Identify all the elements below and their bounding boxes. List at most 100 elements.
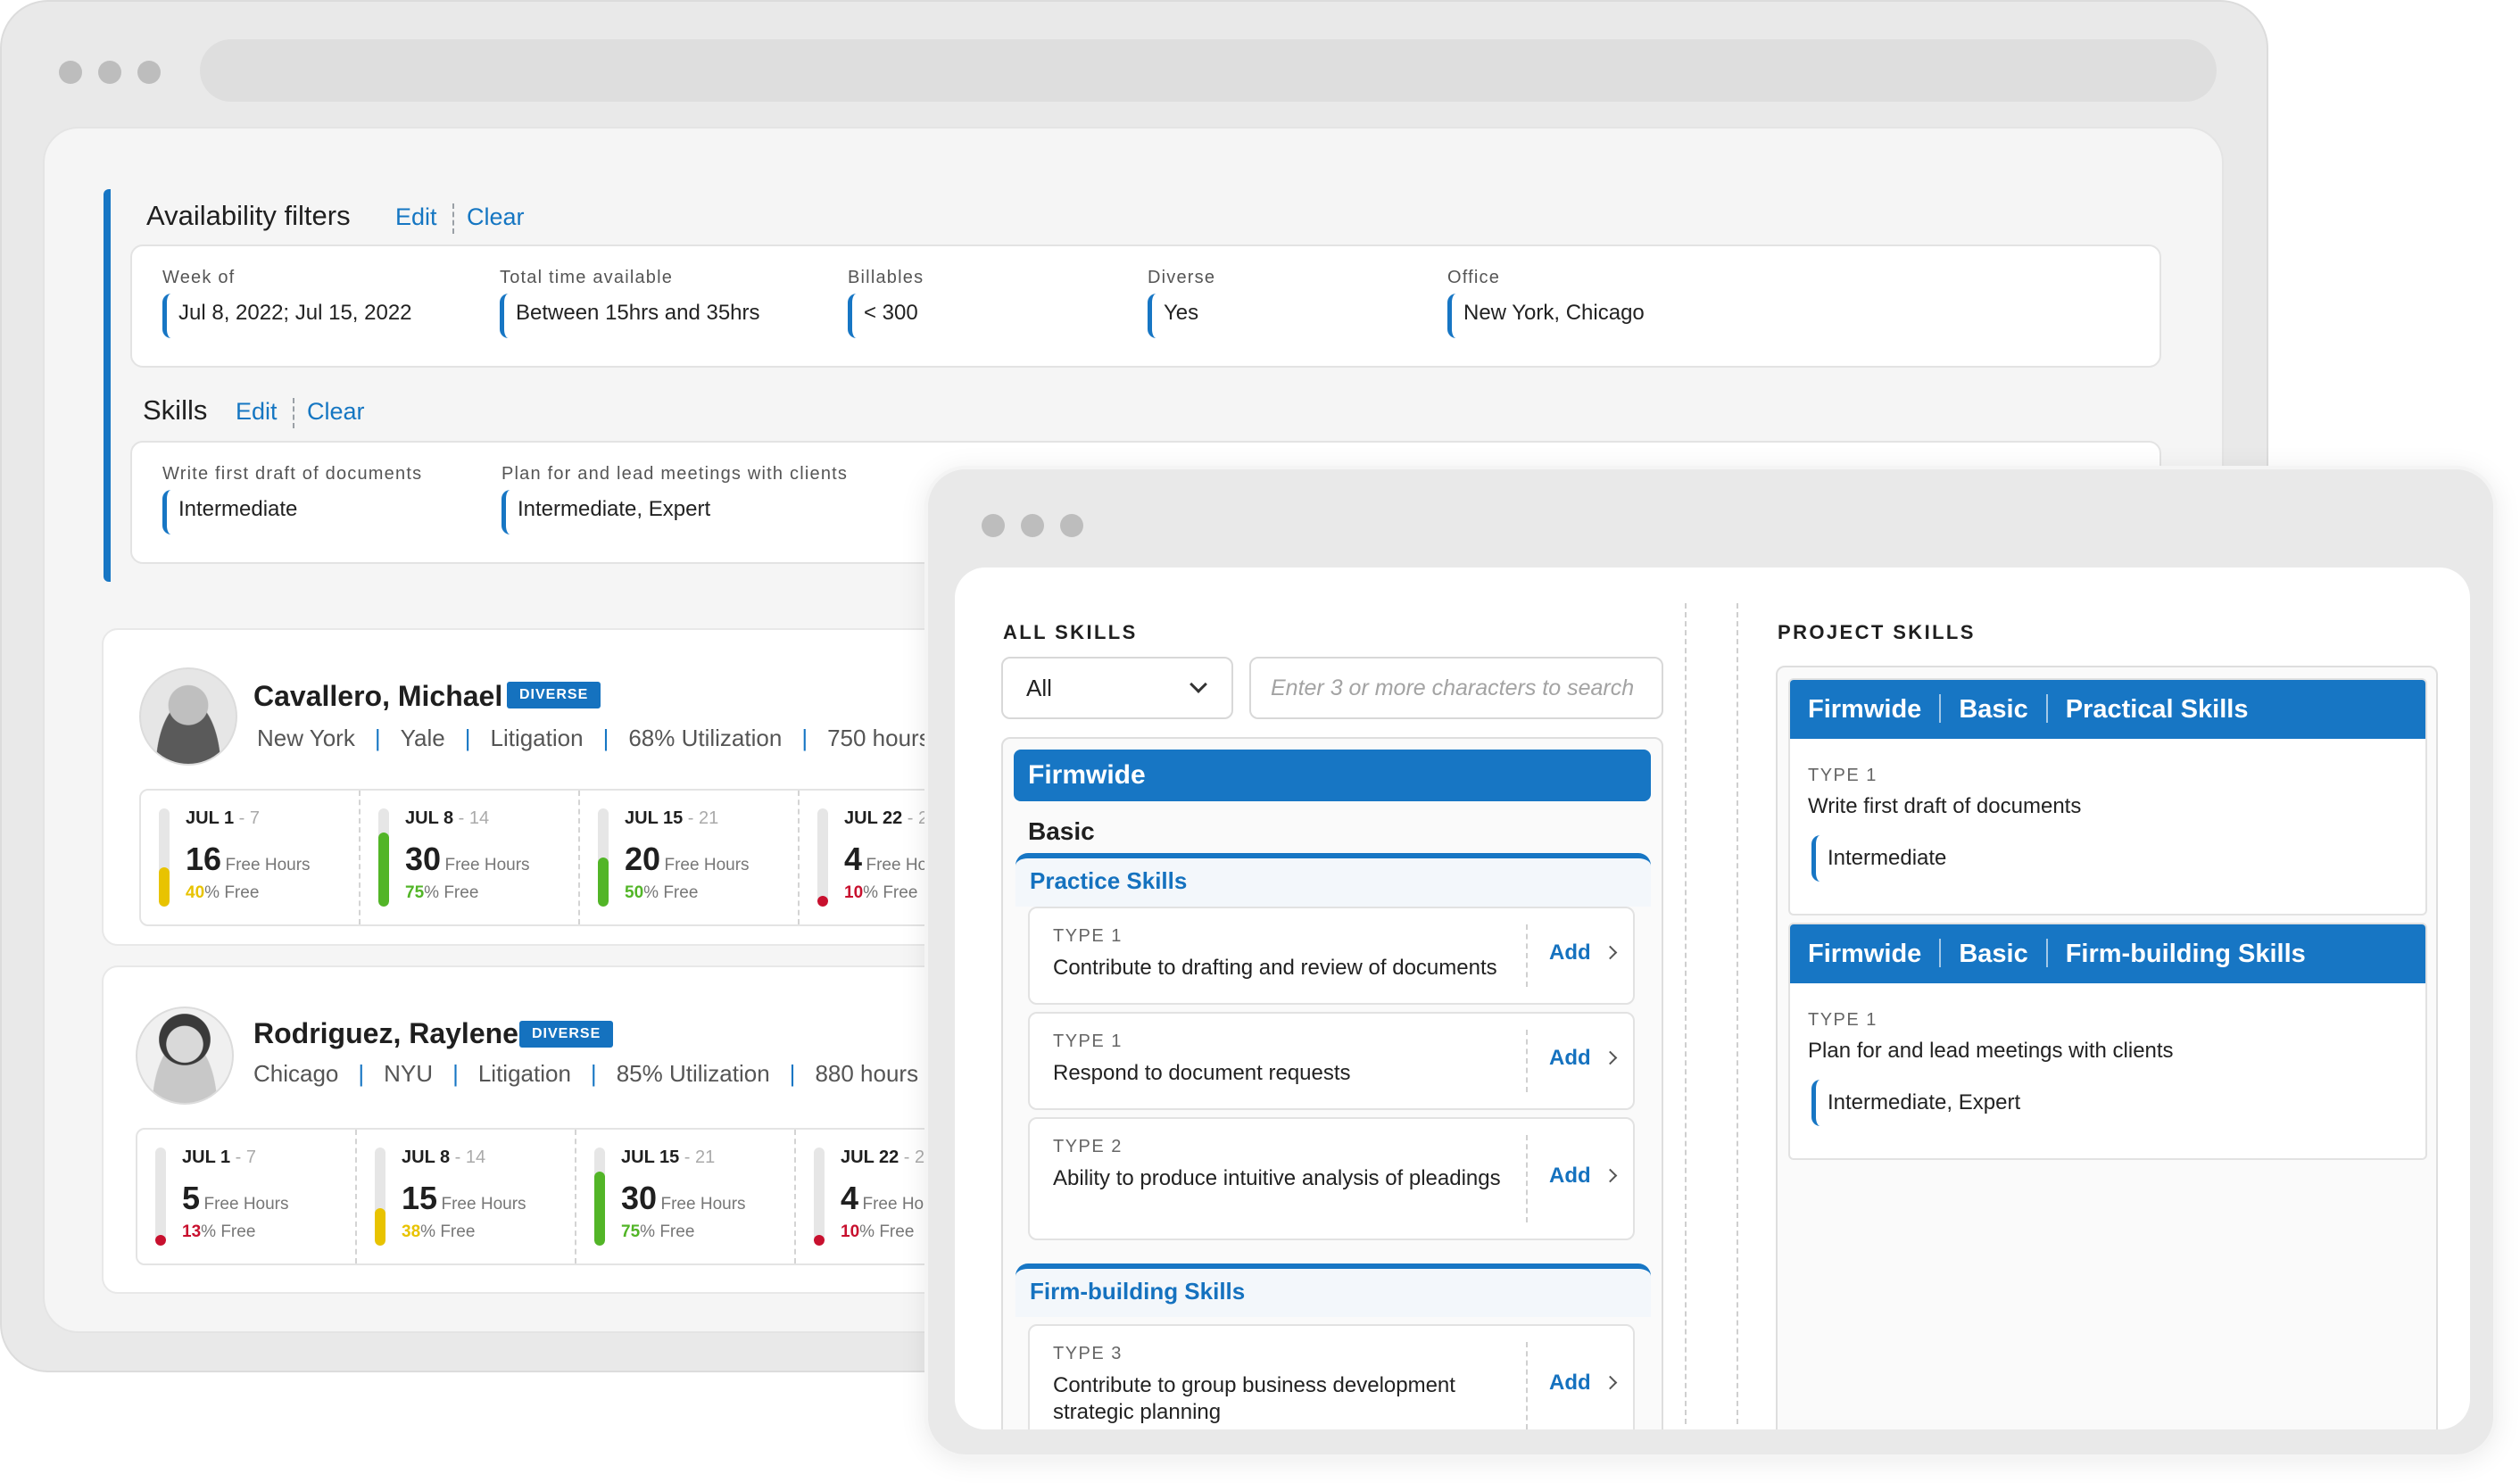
- skill-level: Basic: [1959, 695, 2028, 724]
- group-header-practice-skills[interactable]: Practice Skills: [1015, 853, 1651, 907]
- skills-panel: ALL SKILLS All Firmwide Basic Practice S…: [955, 568, 2470, 1429]
- project-skills-heading: PROJECT SKILLS: [1778, 621, 1976, 643]
- free-percent: 13% Free: [182, 1222, 255, 1242]
- add-skill-button[interactable]: Add: [1549, 1046, 1617, 1071]
- project-skill-card[interactable]: Firmwide Basic Practical Skills TYPE 1 Wri…: [1788, 678, 2427, 915]
- free-hours: 5 Free Hours: [182, 1180, 289, 1217]
- free-hours-label: Free Hou: [866, 856, 937, 874]
- all-skills-heading: ALL SKILLS: [1003, 621, 1138, 643]
- skill-category: Firmwide: [1808, 695, 1922, 724]
- person-school: Yale: [400, 725, 445, 751]
- skills-clear-link[interactable]: Clear: [307, 398, 365, 425]
- group-header-firm-building-skills[interactable]: Firm-building Skills: [1015, 1263, 1651, 1317]
- skill-filter-item: Write first draft of documents Intermedi…: [162, 464, 422, 534]
- free-hours-value: 5: [182, 1180, 201, 1216]
- window-dot-icon[interactable]: [1060, 514, 1083, 537]
- week-start: JUL 22: [844, 808, 903, 828]
- skill-type: TYPE 1: [1808, 1010, 1878, 1030]
- free-percent: 10% Free: [844, 883, 917, 903]
- free-percent-label: % Free: [201, 1222, 256, 1241]
- row-divider: [1526, 1342, 1528, 1429]
- week-cell[interactable]: JUL 8 - 14 15 Free Hours 38% Free: [357, 1130, 576, 1263]
- week-cell[interactable]: JUL 1 - 7 5 Free Hours 13% Free: [137, 1130, 357, 1263]
- week-cell[interactable]: JUL 1 - 7 16 Free Hours 40% Free: [141, 791, 361, 924]
- free-percent-label: % Free: [640, 1222, 695, 1241]
- skill-row: TYPE 1 Contribute to drafting and review…: [1028, 907, 1635, 1005]
- person-practice: Litigation: [477, 1060, 571, 1087]
- skill-text: Contribute to group business development…: [1053, 1373, 1455, 1424]
- filter-value: Between 15hrs and 35hrs: [500, 294, 760, 338]
- week-start: JUL 15: [621, 1147, 680, 1167]
- person-card[interactable]: Rodriguez, Raylene DIVERSE Chicago | NYU | L…: [102, 965, 994, 1294]
- availability-edit-link[interactable]: Edit: [395, 203, 437, 230]
- free-hours-value: 4: [841, 1180, 859, 1216]
- week-cell[interactable]: JUL 15 - 21 20 Free Hours 50% Free: [580, 791, 800, 924]
- select-value: All: [1026, 675, 1052, 701]
- skills-category-select[interactable]: All: [1001, 657, 1233, 719]
- weekly-availability: JUL 1 - 7 5 Free Hours 13% Free JUL 8 - …: [136, 1128, 992, 1265]
- address-bar[interactable]: [200, 39, 2217, 102]
- window-dot-icon[interactable]: [1021, 514, 1044, 537]
- availability-fill: [159, 867, 170, 907]
- row-divider: [1526, 924, 1528, 987]
- availability-fill: [375, 1208, 385, 1246]
- window-dot-icon[interactable]: [137, 61, 161, 84]
- weekly-availability: JUL 1 - 7 16 Free Hours 40% Free JUL 8 -…: [139, 789, 992, 926]
- skill-proficiency: Intermediate: [1811, 835, 1946, 882]
- person-hours: 880 hours: [815, 1060, 919, 1087]
- availability-fill: [378, 833, 389, 907]
- person-card[interactable]: Cavallero, Michael DIVERSE New York | Yale…: [102, 628, 994, 946]
- availability-fill: [155, 1235, 166, 1246]
- availability-bar: [598, 808, 609, 907]
- skill-text: Plan for and lead meetings with clients: [1808, 1039, 2174, 1063]
- free-hours-label: Free Hours: [664, 856, 750, 874]
- free-percent-label: % Free: [420, 1222, 476, 1241]
- filter-value: Yes: [1148, 294, 1215, 338]
- window-dot-icon[interactable]: [98, 61, 121, 84]
- week-cell[interactable]: JUL 22 - 2 4 Free Hou 10% Free: [800, 791, 992, 924]
- skills-edit-link[interactable]: Edit: [236, 398, 278, 425]
- link-divider: [452, 203, 454, 234]
- project-skill-card[interactable]: Firmwide Basic Firm-building Skills TYPE 1…: [1788, 923, 2427, 1160]
- skill-row: TYPE 3 Contribute to group business deve…: [1028, 1324, 1635, 1429]
- free-percent-label: % Free: [424, 883, 479, 902]
- category-header[interactable]: Firmwide: [1014, 750, 1651, 801]
- window-dot-icon[interactable]: [59, 61, 82, 84]
- week-end: - 7: [234, 808, 261, 828]
- add-label: Add: [1549, 940, 1591, 965]
- skills-search-input[interactable]: [1249, 657, 1663, 719]
- header-divider: [2045, 939, 2048, 967]
- project-skill-header: Firmwide Basic Firm-building Skills: [1790, 924, 2425, 983]
- free-percent: 38% Free: [402, 1222, 475, 1242]
- add-skill-button[interactable]: Add: [1549, 1164, 1617, 1189]
- week-end: - 2: [899, 1147, 925, 1167]
- filter-label: Billables: [848, 268, 924, 287]
- free-percent-label: % Free: [859, 1222, 915, 1241]
- free-percent-value: 38: [402, 1222, 421, 1241]
- filter-label: Diverse: [1148, 268, 1216, 287]
- availability-bar: [814, 1147, 825, 1246]
- week-end: - 21: [679, 1147, 716, 1167]
- free-percent-value: 75: [405, 883, 425, 902]
- column-divider: [1737, 603, 1738, 1424]
- window-controls: [982, 514, 1083, 537]
- week-cell[interactable]: JUL 22 - 2 4 Free Hou 10% Free: [796, 1130, 992, 1263]
- skill-type: TYPE 3: [1053, 1344, 1123, 1363]
- free-percent-value: 10: [844, 883, 864, 902]
- availability-clear-link[interactable]: Clear: [467, 203, 525, 230]
- header-divider: [2045, 694, 2048, 723]
- add-skill-button[interactable]: Add: [1549, 1371, 1617, 1396]
- add-skill-button[interactable]: Add: [1549, 940, 1617, 965]
- week-cell[interactable]: JUL 15 - 21 30 Free Hours 75% Free: [576, 1130, 796, 1263]
- availability-filters-title: Availability filters: [146, 200, 351, 231]
- filter-label: Plan for and lead meetings with clients: [502, 464, 849, 484]
- week-cell[interactable]: JUL 8 - 14 30 Free Hours 75% Free: [361, 791, 580, 924]
- availability-fill: [594, 1172, 605, 1246]
- week-start: JUL 8: [402, 1147, 451, 1167]
- skills-window: ALL SKILLS All Firmwide Basic Practice S…: [924, 466, 2497, 1458]
- week-date: JUL 8 - 14: [405, 808, 489, 829]
- availability-bar: [817, 808, 828, 907]
- row-divider: [1526, 1135, 1528, 1222]
- skill-text: Ability to produce intuitive analysis of…: [1053, 1166, 1501, 1190]
- window-dot-icon[interactable]: [982, 514, 1005, 537]
